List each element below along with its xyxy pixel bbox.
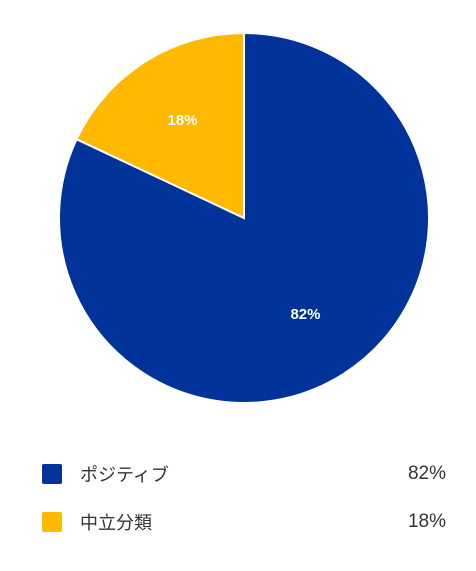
legend-value-neutral: 18% [407, 511, 446, 532]
pie-chart: 82% 18% [58, 31, 430, 404]
legend: ポジティブ 82% 中立分類 18% [42, 450, 446, 546]
legend-label-neutral: 中立分類 [80, 513, 152, 534]
pie-slice-neutral[interactable] [75, 31, 245, 220]
legend-swatch-positive [42, 464, 62, 484]
legend-item-positive[interactable]: ポジティブ 82% [42, 450, 446, 498]
pie-label-positive: 82% [290, 306, 320, 323]
legend-label-positive: ポジティブ [80, 465, 169, 486]
legend-value-positive: 82% [407, 463, 446, 484]
pie-label-neutral: 18% [168, 112, 198, 129]
pie-labels: 82% 18% [168, 112, 321, 323]
legend-item-neutral[interactable]: 中立分類 18% [42, 498, 446, 546]
pie-slices [58, 31, 430, 404]
legend-swatch-neutral [42, 512, 62, 532]
